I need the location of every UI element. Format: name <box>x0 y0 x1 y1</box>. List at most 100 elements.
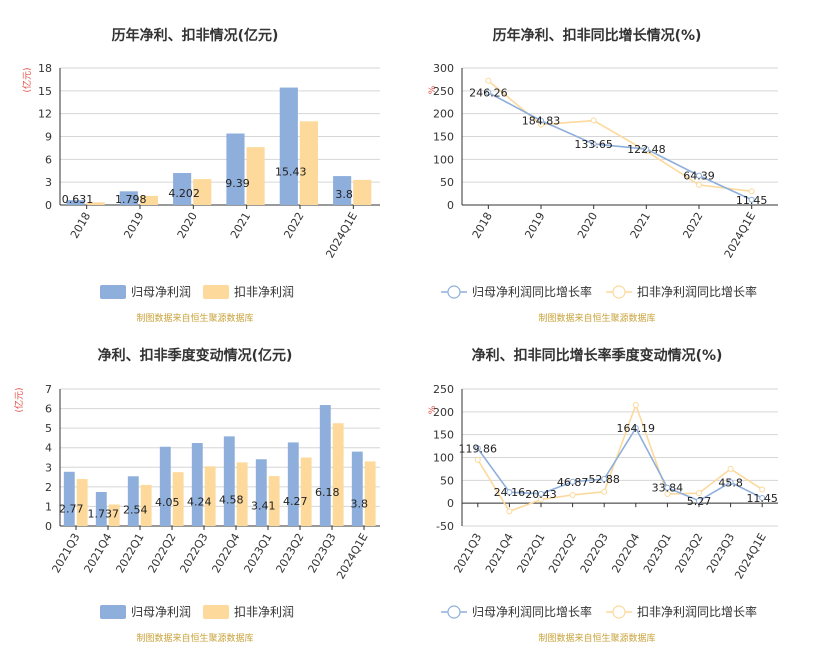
bar-series2 <box>193 179 212 205</box>
data-label: 11.45 <box>736 194 768 207</box>
point-series1 <box>485 89 492 96</box>
data-label: 52.88 <box>588 473 620 486</box>
point-series2 <box>632 401 639 408</box>
data-label: 46.87 <box>557 476 589 489</box>
point-series1 <box>696 172 702 179</box>
y-tick-label: 0 <box>447 497 454 510</box>
y-tick-label: 200 <box>433 406 454 419</box>
bar-series2 <box>353 179 372 205</box>
source-note: 制图数据来自恒生聚源数据库 <box>136 632 253 644</box>
x-tick-label: 2020 <box>175 210 200 241</box>
legend-swatch-series2 <box>203 605 229 619</box>
y-tick-label: 3 <box>45 461 52 474</box>
point-series1 <box>506 489 513 496</box>
bar-series2 <box>299 121 318 205</box>
bar-series2 <box>76 479 88 526</box>
data-label: 246.26 <box>469 87 508 100</box>
data-label: 33.84 <box>652 482 684 495</box>
x-tick-label: 2021 <box>628 210 653 241</box>
bar-series1 <box>159 446 171 526</box>
y-tick-label: -50 <box>436 520 454 533</box>
x-tick-label: 2024Q1E <box>732 531 769 581</box>
chart-title: 净利、扣非季度变动情况(亿元) <box>98 347 293 364</box>
y-tick-label: 6 <box>45 403 52 416</box>
point-series2 <box>538 496 544 503</box>
point-series2 <box>664 491 671 498</box>
bar-series1 <box>127 476 139 526</box>
legend-swatch-series2 <box>203 285 229 299</box>
data-label: 5.27 <box>687 495 712 508</box>
legend-marker-series1 <box>447 605 461 619</box>
bar-series2 <box>364 461 376 526</box>
legend-marker-series1 <box>447 285 461 299</box>
legend-label-series2: 扣非净利润同比增长率 <box>637 284 757 299</box>
data-label: 9.39 <box>225 177 250 190</box>
x-tick-label: 2023Q2 <box>274 531 307 575</box>
annual-growth-chart: 历年净利、扣非同比增长情况(%)% 0 50 100 150 200 250 300 2018 2… <box>428 27 778 324</box>
bar-series2 <box>246 147 265 205</box>
point-series2 <box>748 188 755 195</box>
legend-label-series2: 扣非净利润 <box>234 605 294 619</box>
y-unit-label: % <box>428 85 438 94</box>
x-tick-label: 2023Q3 <box>704 531 737 575</box>
legend-marker-series2 <box>612 605 626 619</box>
data-label: 119.86 <box>459 442 498 455</box>
data-label: 4.58 <box>219 494 244 507</box>
data-label: 2.54 <box>123 504 148 517</box>
y-unit-label: (亿元) <box>21 67 33 92</box>
point-series1 <box>632 425 639 432</box>
data-label: 3.8 <box>335 188 353 201</box>
point-series2 <box>727 465 734 472</box>
point-series2 <box>506 508 513 515</box>
bar-series2 <box>86 202 105 205</box>
x-tick-label: 2021Q3 <box>451 531 484 575</box>
x-tick-label: 2021Q3 <box>50 531 83 575</box>
bar-series1 <box>279 87 298 205</box>
point-series2 <box>696 490 702 497</box>
data-label: 4.202 <box>168 187 200 200</box>
bar-series2 <box>204 466 216 526</box>
x-tick-label: 2022Q3 <box>178 531 211 575</box>
x-tick-label: 2022Q4 <box>210 531 243 575</box>
bar-series2 <box>300 457 312 526</box>
legend-label-series2: 扣非净利润同比增长率 <box>637 604 757 619</box>
point-series2 <box>759 486 766 493</box>
bar-series2 <box>332 423 344 526</box>
data-label: 15.43 <box>275 166 307 179</box>
point-series2 <box>590 117 597 124</box>
point-series1 <box>569 478 576 485</box>
y-tick-label: 18 <box>38 62 52 75</box>
point-series1 <box>538 117 544 124</box>
bar-series1 <box>223 436 235 526</box>
legend-label-series1: 归母净利润 <box>131 605 191 619</box>
quarterly-profit-chart: 净利、扣非季度变动情况(亿元)(亿元)012345672021Q32021Q42… <box>13 347 380 644</box>
y-tick-label: 1 <box>45 500 52 513</box>
x-tick-label: 2022Q3 <box>578 531 611 575</box>
x-tick-label: 2022Q4 <box>609 531 642 575</box>
x-tick-label: 2023Q1 <box>641 531 674 575</box>
x-tick-label: 2022Q2 <box>146 531 179 575</box>
x-tick-label: 2021 <box>228 210 253 241</box>
bar-series1 <box>226 133 245 205</box>
data-label: 3.41 <box>251 499 276 512</box>
bar-series1 <box>191 443 203 526</box>
point-series2 <box>601 488 608 495</box>
y-tick-label: 0 <box>447 199 454 212</box>
x-tick-label: 2023Q3 <box>306 531 339 575</box>
x-tick-label: 2022 <box>680 210 705 241</box>
point-series2 <box>696 181 702 188</box>
line-series2 <box>477 402 763 513</box>
line-series1 <box>487 91 753 201</box>
bar-series2 <box>139 195 158 205</box>
data-label: 4.27 <box>283 495 308 508</box>
data-label: 11.45 <box>746 492 778 505</box>
point-series1 <box>643 146 650 153</box>
y-tick-label: 150 <box>433 131 454 144</box>
x-tick-label: 2024Q1E <box>323 210 360 260</box>
y-tick-label: 0 <box>45 199 52 212</box>
x-tick-label: 2022Q1 <box>114 531 147 575</box>
y-tick-label: 200 <box>433 108 454 121</box>
bar-series2 <box>268 476 280 526</box>
bar-series1 <box>173 173 192 205</box>
annual-profit-chart: 历年净利、扣非情况(亿元) (亿元) 0 3 6 9 12 15 18 2018 2019 2020 2… <box>21 27 380 324</box>
